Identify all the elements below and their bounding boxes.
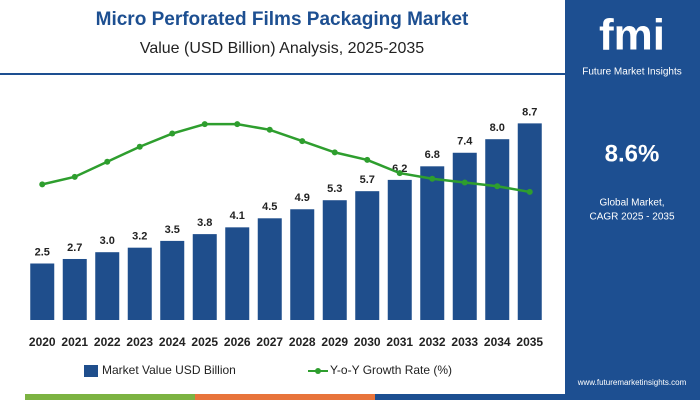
x-tick-label: 2035 bbox=[516, 335, 543, 349]
value-label: 5.3 bbox=[327, 183, 342, 195]
value-label: 3.5 bbox=[165, 224, 180, 236]
cagr-caption: CAGR 2025 - 2035 bbox=[589, 212, 674, 223]
value-label: 6.8 bbox=[425, 149, 440, 161]
bar bbox=[225, 227, 250, 320]
x-tick-label: 2026 bbox=[224, 335, 251, 349]
x-tick-label: 2034 bbox=[484, 335, 511, 349]
line-point bbox=[234, 121, 241, 128]
value-label: 5.7 bbox=[360, 174, 375, 186]
value-label: 2.7 bbox=[67, 242, 82, 254]
footer-strip bbox=[375, 394, 565, 400]
line-point bbox=[39, 181, 46, 188]
bar bbox=[62, 258, 87, 320]
line-point bbox=[364, 156, 371, 163]
x-tick-label: 2021 bbox=[61, 335, 88, 349]
x-tick-label: 2030 bbox=[354, 335, 381, 349]
value-label: 4.5 bbox=[262, 201, 277, 213]
bar bbox=[387, 179, 412, 320]
bar bbox=[30, 263, 55, 320]
bar bbox=[160, 240, 185, 320]
legend-swatch bbox=[84, 365, 98, 377]
brand: Future Market Insights bbox=[582, 67, 681, 78]
value-label: 2.5 bbox=[35, 246, 50, 258]
legend-label: Y-o-Y Growth Rate (%) bbox=[330, 363, 452, 377]
chart-title: Micro Perforated Films Packaging Market bbox=[96, 9, 469, 30]
bar bbox=[257, 218, 282, 320]
value-label: 3.2 bbox=[132, 231, 147, 243]
footer-strip bbox=[195, 394, 375, 400]
x-tick-label: 2020 bbox=[29, 335, 56, 349]
side-panel bbox=[565, 0, 700, 400]
value-label: 4.9 bbox=[295, 192, 310, 204]
x-tick-label: 2023 bbox=[126, 335, 153, 349]
legend-swatch bbox=[315, 368, 321, 374]
value-label: 4.1 bbox=[230, 210, 245, 222]
line-point bbox=[494, 183, 501, 190]
bar bbox=[290, 209, 315, 320]
x-tick-label: 2031 bbox=[386, 335, 413, 349]
line-point bbox=[136, 143, 143, 150]
x-tick-label: 2033 bbox=[451, 335, 478, 349]
line-point bbox=[331, 149, 338, 156]
value-label: 7.4 bbox=[457, 136, 473, 148]
value-label: 3.0 bbox=[100, 235, 115, 247]
x-tick-label: 2025 bbox=[191, 335, 218, 349]
bar bbox=[485, 139, 510, 320]
cagr-caption: Global Market, bbox=[599, 198, 664, 209]
bar bbox=[420, 166, 445, 320]
x-tick-label: 2024 bbox=[159, 335, 186, 349]
line bbox=[41, 122, 530, 194]
line-point bbox=[461, 179, 468, 186]
legend-label: Market Value USD Billion bbox=[102, 363, 236, 377]
cagr-value: 8.6% bbox=[605, 140, 660, 167]
bar bbox=[192, 234, 217, 320]
bar bbox=[127, 247, 152, 320]
x-tick-label: 2022 bbox=[94, 335, 121, 349]
bar bbox=[322, 200, 347, 320]
line-point bbox=[169, 130, 176, 137]
line-point bbox=[429, 175, 436, 182]
x-tick-label: 2028 bbox=[289, 335, 316, 349]
footer-strip bbox=[25, 394, 195, 400]
value-label: 3.8 bbox=[197, 217, 212, 229]
x-tick-label: 2032 bbox=[419, 335, 446, 349]
x-tick-label: 2027 bbox=[256, 335, 283, 349]
bar bbox=[452, 152, 477, 320]
line-point bbox=[299, 138, 306, 145]
website: www.futuremarketinsights.com bbox=[577, 378, 687, 387]
value-label: 8.7 bbox=[522, 106, 537, 118]
bar bbox=[355, 191, 380, 320]
line-point bbox=[526, 188, 533, 195]
bar bbox=[95, 252, 120, 320]
line-point bbox=[396, 170, 403, 177]
chart-subtitle: Value (USD Billion) Analysis, 2025-2035 bbox=[140, 40, 424, 57]
logo: fmi bbox=[599, 11, 665, 60]
line-point bbox=[104, 158, 111, 165]
x-tick-label: 2029 bbox=[321, 335, 348, 349]
value-label: 8.0 bbox=[490, 122, 505, 134]
line-point bbox=[71, 173, 78, 180]
line-point bbox=[266, 126, 273, 133]
bar bbox=[517, 123, 542, 320]
line-point bbox=[201, 121, 208, 128]
